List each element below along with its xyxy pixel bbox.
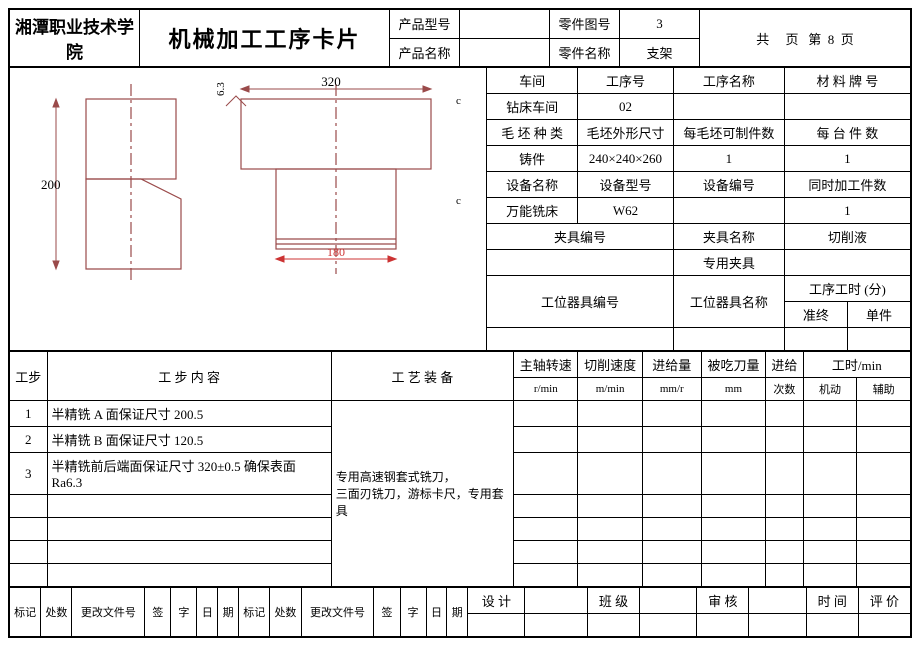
equip-name-label: 设备名称	[487, 172, 578, 198]
fixture-no	[487, 250, 674, 276]
pieces-per-blank: 1	[673, 146, 784, 172]
part-name: 支架	[620, 38, 700, 67]
tooling-cell: 专用高速钢套式铣刀， 三面刃铣刀，游标卡尺，专用套具	[331, 401, 513, 587]
part-no-label: 零件图号	[550, 10, 620, 39]
equip-name: 万能铣床	[487, 198, 578, 224]
blank-dim-label: 毛坯外形尺寸	[578, 120, 674, 146]
f-review: 审 核	[697, 588, 749, 614]
svg-text:180: 180	[327, 245, 345, 259]
page-info: 共 页 第 8 页	[700, 10, 911, 67]
f-change: 更改文件号	[72, 588, 145, 637]
col-step: 工步	[10, 352, 48, 401]
material-label: 材 料 牌 号	[784, 68, 910, 94]
workshop-label: 车间	[487, 68, 578, 94]
f-design: 设 计	[468, 588, 525, 614]
col-cutspeed: 切削速度	[578, 352, 642, 378]
process-no: 02	[578, 94, 674, 120]
equip-model-label: 设备型号	[578, 172, 674, 198]
product-model-label: 产品型号	[390, 10, 460, 39]
blank-type-label: 毛 坯 种 类	[487, 120, 578, 146]
technical-drawing: 320 6.3 200	[16, 74, 476, 324]
f-class: 班 级	[587, 588, 639, 614]
simul-pieces: 1	[784, 198, 910, 224]
station-tool-name	[673, 328, 784, 351]
station-tool-no	[487, 328, 674, 351]
part-name-label: 零件名称	[550, 38, 620, 67]
part-no: 3	[620, 10, 700, 39]
station-tool-no-label: 工位器具编号	[487, 276, 674, 328]
school-name: 湘潭职业技术学院	[10, 10, 140, 67]
col-tooling: 工 艺 装 备	[331, 352, 513, 401]
workshop: 钻床车间	[487, 94, 578, 120]
footer-table: 标记 处数 更改文件号 签 字 日 期 标记 处数 更改文件号 签 字 日 期 …	[9, 587, 911, 637]
fixture-name: 专用夹具	[673, 250, 784, 276]
col-feedtimes: 进给	[766, 352, 804, 378]
step-row: 1 半精铣 A 面保证尺寸 200.5 专用高速钢套式铣刀， 三面刃铣刀，游标卡…	[10, 401, 911, 427]
fixture-name-label: 夹具名称	[673, 224, 784, 250]
station-tool-name-label: 工位器具名称	[673, 276, 784, 328]
f-mark: 标记	[10, 588, 41, 637]
coolant-label: 切削液	[784, 224, 910, 250]
col-time: 工时/min	[803, 352, 910, 378]
col-depth: 被吃刀量	[701, 352, 765, 378]
coolant	[784, 250, 910, 276]
svg-text:c: c	[456, 95, 461, 107]
product-name-label: 产品名称	[390, 38, 460, 67]
process-card: 湘潭职业技术学院 机械加工工序卡片 产品型号 零件图号 3 共 页 第 8 页 …	[8, 8, 912, 638]
svg-text:c: c	[456, 195, 461, 207]
equip-no	[673, 198, 784, 224]
f-time: 时 间	[806, 588, 858, 614]
blank-type: 铸件	[487, 146, 578, 172]
equip-model: W62	[578, 198, 674, 224]
process-no-label: 工序号	[578, 68, 674, 94]
pieces-per-unit-label: 每 台 件 数	[784, 120, 910, 146]
card-title: 机械加工工序卡片	[140, 10, 390, 67]
simul-pieces-label: 同时加工件数	[784, 172, 910, 198]
steps-table: 工步 工 步 内 容 工 艺 装 备 主轴转速 切削速度 进给量 被吃刀量 进给…	[9, 351, 911, 587]
drawing-info-table: 320 6.3 200	[9, 67, 911, 351]
worktime-final-label: 准终	[785, 302, 848, 327]
f-eval: 评 价	[858, 588, 910, 614]
process-name	[673, 94, 784, 120]
f-places: 处数	[41, 588, 72, 637]
worktime-label: 工序工时 (分)	[784, 276, 910, 302]
svg-text:6.3: 6.3	[215, 82, 227, 96]
fixture-no-label: 夹具编号	[487, 224, 674, 250]
worktime-unit-label: 单件	[847, 302, 910, 327]
svg-text:200: 200	[41, 177, 61, 192]
product-model	[460, 10, 550, 39]
pieces-per-blank-label: 每毛坯可制件数	[673, 120, 784, 146]
drawing-area: 320 6.3 200	[10, 68, 487, 351]
blank-dim: 240×240×260	[578, 146, 674, 172]
col-content: 工 步 内 容	[47, 352, 331, 401]
material	[784, 94, 910, 120]
equip-no-label: 设备编号	[673, 172, 784, 198]
pieces-per-unit: 1	[784, 146, 910, 172]
process-name-label: 工序名称	[673, 68, 784, 94]
col-spindle: 主轴转速	[514, 352, 578, 378]
product-name	[460, 38, 550, 67]
svg-text:320: 320	[321, 74, 341, 89]
header-table: 湘潭职业技术学院 机械加工工序卡片 产品型号 零件图号 3 共 页 第 8 页 …	[9, 9, 911, 67]
col-feed: 进给量	[642, 352, 701, 378]
